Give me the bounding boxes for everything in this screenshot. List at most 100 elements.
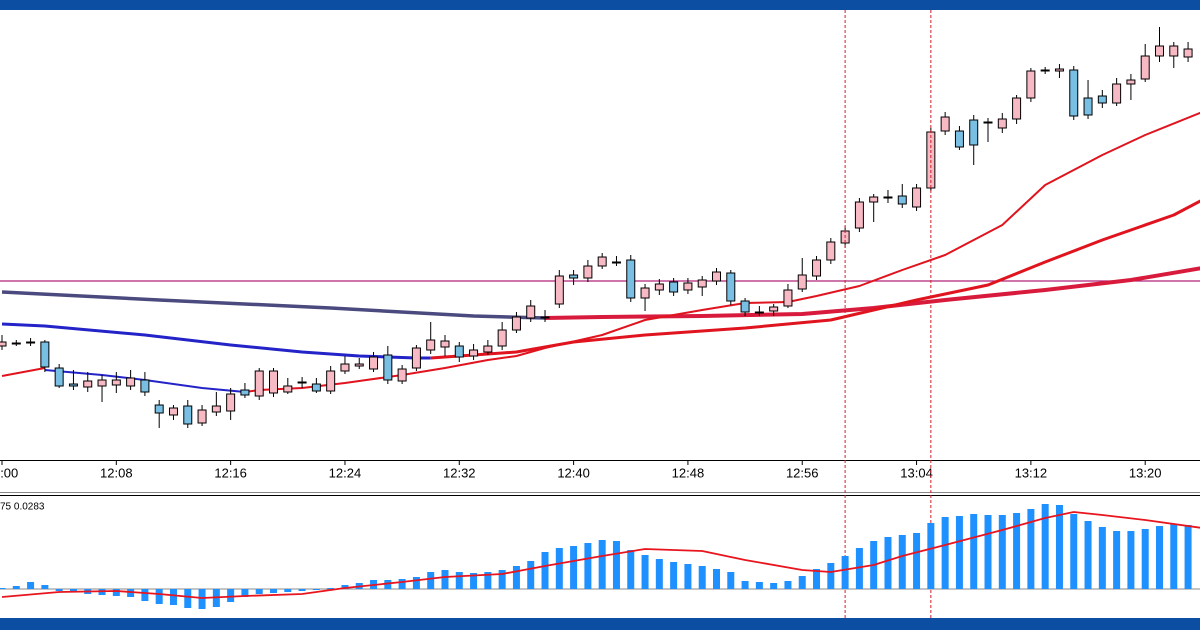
histogram-bar (1184, 525, 1192, 589)
moving-average (1, 367, 46, 377)
x-tick-label: 13:12 (1015, 465, 1048, 480)
candle-body (1012, 97, 1022, 120)
candle-body (740, 300, 750, 313)
candle-body (611, 261, 621, 264)
histogram-bar (327, 588, 335, 589)
histogram-bar (698, 566, 706, 589)
candle-body (769, 306, 779, 312)
histogram-bar (555, 548, 563, 589)
histogram-bar (412, 577, 420, 589)
histogram-bar (684, 564, 692, 589)
candle-body (883, 196, 893, 199)
bottom-bar (0, 618, 1200, 630)
histogram-bar (855, 548, 863, 589)
candle-body (311, 383, 321, 392)
candle-body (40, 341, 50, 368)
histogram-bar (570, 546, 578, 589)
histogram-bar (898, 535, 906, 589)
histogram-bar (384, 580, 392, 589)
candle-body (1083, 97, 1093, 116)
candle-body (126, 377, 136, 387)
candle-body (226, 393, 236, 412)
histogram-bar (970, 514, 978, 589)
histogram-bar (1170, 524, 1178, 589)
candle-body (1054, 68, 1064, 72)
candle-body (540, 316, 550, 319)
histogram-bar (1155, 526, 1163, 589)
histogram-bar (641, 555, 649, 589)
candle-body (983, 121, 993, 124)
candle-body (1112, 83, 1122, 104)
histogram-bar (298, 589, 306, 591)
histogram-bar (0, 588, 6, 589)
candle-body (354, 363, 364, 367)
moving-average (430, 199, 1200, 360)
histogram-bar (512, 566, 520, 589)
histogram-bar (1013, 513, 1021, 589)
histogram-bar (584, 543, 592, 589)
candle-body (111, 379, 121, 386)
candle-body (54, 367, 64, 387)
candle-body (154, 404, 164, 414)
histogram-bar (612, 541, 620, 589)
candle-body (197, 409, 207, 424)
candle-body (583, 265, 593, 279)
candle-body (83, 380, 93, 388)
candle-body (1140, 55, 1150, 80)
x-tick-label: 12:48 (672, 465, 705, 480)
histogram-bar (398, 579, 406, 589)
histogram-bar (598, 540, 606, 589)
histogram-bar (827, 563, 835, 589)
top-bar (0, 0, 1200, 10)
histogram-bar (1084, 521, 1092, 589)
candle-body (211, 405, 221, 413)
histogram-bar (727, 572, 735, 589)
histogram-bar (527, 561, 535, 589)
histogram-bar (498, 570, 506, 589)
candle-body (797, 274, 807, 290)
candle-body (297, 381, 307, 384)
histogram-bar (55, 589, 63, 591)
moving-average (1, 322, 431, 360)
candle-body (969, 119, 979, 146)
candle-body (340, 363, 350, 372)
candle-body (369, 356, 379, 370)
candle-body (383, 354, 393, 381)
x-tick-label: 12:24 (329, 465, 362, 480)
histogram-bar (169, 589, 177, 605)
candle-body (26, 341, 36, 344)
x-tick-label: 12:16 (214, 465, 247, 480)
histogram-bar (984, 515, 992, 589)
histogram-bar (884, 537, 892, 589)
histogram-bar (1027, 509, 1035, 589)
histogram-bar (913, 533, 921, 589)
candle-body (712, 271, 721, 282)
histogram-bar (627, 550, 635, 589)
candle-body (454, 345, 464, 358)
histogram-bar (241, 589, 249, 597)
candle-body (11, 342, 21, 345)
histogram-bar (341, 585, 349, 589)
histogram-bar (12, 586, 20, 589)
candle-body (812, 259, 822, 277)
x-tick-label: 12:08 (100, 465, 133, 480)
candle-body (654, 283, 664, 291)
histogram-bar (270, 589, 278, 593)
histogram-bar (441, 570, 449, 589)
histogram-bar (484, 572, 492, 589)
histogram-bar (755, 582, 763, 589)
signal-line (1, 511, 1200, 599)
candle-body (697, 279, 707, 288)
candle-body (269, 370, 279, 394)
histogram-bar (1098, 527, 1106, 589)
candle-body (469, 349, 479, 357)
candle-body (626, 259, 636, 299)
candle-body (411, 347, 421, 369)
moving-average (1, 290, 546, 320)
candle-body (997, 118, 1007, 129)
candle-body (554, 275, 564, 305)
histogram-bar (998, 515, 1006, 589)
candle-body (954, 130, 964, 148)
candle-body (940, 116, 950, 132)
candle-body (483, 345, 493, 353)
